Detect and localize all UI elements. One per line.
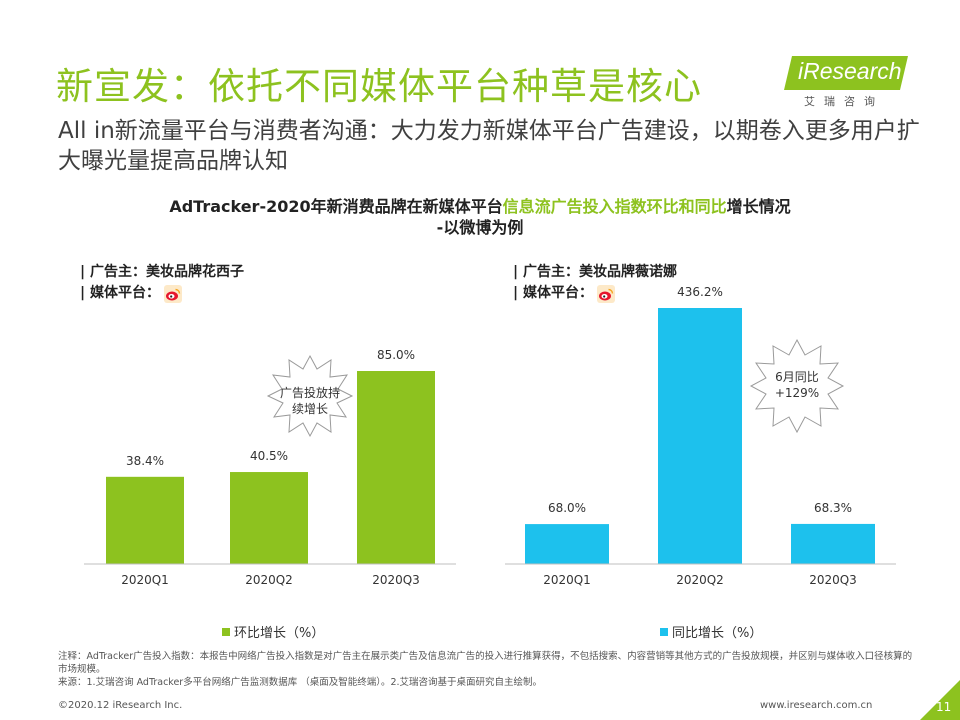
left-annotation-line2: 续增长 [292,402,328,416]
right-bar-2020Q3 [791,523,875,564]
left-value-label-2020Q3: 85.0% [377,348,415,362]
left-platform-label: | 媒体平台： [80,285,160,301]
legend-swatch-green [222,627,230,636]
right-platform-label: | 媒体平台： [513,285,593,301]
left-info: | 广告主：美妆品牌花西子 | 媒体平台： [80,262,244,304]
left-value-label-2020Q2: 40.5% [250,449,288,463]
right-tick-label-2020Q1: 2020Q1 [543,573,591,587]
weibo-icon [164,284,182,303]
right-tick-label-2020Q3: 2020Q3 [809,573,857,587]
left-tick-label-2020Q2: 2020Q2 [245,573,293,587]
chart-title: AdTracker-2020年新消费品牌在新媒体平台信息流广告投入指数环比和同比… [80,196,880,238]
chart-title-line2: -以微博为例 [436,218,524,237]
chart-title-part1: AdTracker-2020年新消费品牌在新媒体平台 [169,197,503,216]
left-bar-2020Q3 [357,371,435,564]
right-advertiser: | 广告主：美妆品牌薇诺娜 [513,264,677,280]
right-bar-2020Q2 [658,308,742,564]
iresearch-logo: iResearch 艾瑞咨询 [784,56,908,108]
footer-copyright: ©2020.12 iResearch Inc. [58,700,183,711]
left-tick-label-2020Q3: 2020Q3 [372,573,420,587]
right-tick-label-2020Q2: 2020Q2 [676,573,724,587]
right-legend-label: 同比增长（%） [672,626,763,641]
notes: 注释：AdTracker广告投入指数：本报告中网络广告投入指数是对广告主在展示类… [58,650,918,689]
left-annotation-line1: 广告投放持 [280,385,340,400]
right-value-label-2020Q1: 68.0% [548,501,586,515]
logo-banner [784,56,908,90]
notes-line2: 来源：1.艾瑞咨询 AdTracker多平台网络广告监测数据库 （桌面及智能终端… [58,677,543,688]
left-starburst [266,354,354,438]
chart-title-part3: 增长情况 [726,197,791,216]
page-subtitle: All in新流量平台与消费者沟通：大力发力新媒体平台广告建设，以期卷入更多用户… [58,118,920,174]
left-legend-label: 环比增长（%） [234,626,325,641]
right-legend: 同比增长（%） [660,622,762,641]
logo-text: iResearch [798,58,902,84]
page-number: 11 [936,700,952,714]
weibo-icon [597,284,615,303]
left-legend: 环比增长（%） [222,622,324,641]
right-annotation-line2: +129% [775,386,819,400]
left-bar-2020Q2 [230,472,308,564]
left-platform-line: | 媒体平台： [80,283,244,304]
right-value-label-2020Q2: 436.2% [677,285,723,299]
footer-url[interactable]: www.iresearch.com.cn [760,700,873,711]
page-title: 新宣发：依托不同媒体平台种草是核心 [56,65,702,108]
logo-subtext: 艾瑞咨询 [804,95,884,108]
right-annotation-line1: 6月同比 [775,370,819,384]
right-platform-line: | 媒体平台： [513,283,677,304]
right-bar-2020Q1 [525,524,609,564]
notes-line1: 注释：AdTracker广告投入指数：本报告中网络广告投入指数是对广告主在展示类… [58,651,913,675]
legend-swatch-blue [660,627,668,636]
right-info: | 广告主：美妆品牌薇诺娜 | 媒体平台： [513,262,677,304]
left-advertiser: | 广告主：美妆品牌花西子 [80,264,244,280]
left-bar-2020Q1 [106,476,184,564]
right-value-label-2020Q3: 68.3% [814,501,852,515]
left-bars: 38.4% 2020Q1 40.5% 2020Q2 85.0% 2020Q3 [106,348,435,587]
left-tick-label-2020Q1: 2020Q1 [121,573,169,587]
chart-title-highlight: 信息流广告投入指数环比和同比 [502,197,727,216]
left-value-label-2020Q1: 38.4% [126,454,164,468]
right-starburst [749,338,845,434]
page-corner-shape [920,680,960,720]
right-bars: 68.0% 2020Q1 436.2% 2020Q2 68.3% 2020Q3 [525,285,875,587]
